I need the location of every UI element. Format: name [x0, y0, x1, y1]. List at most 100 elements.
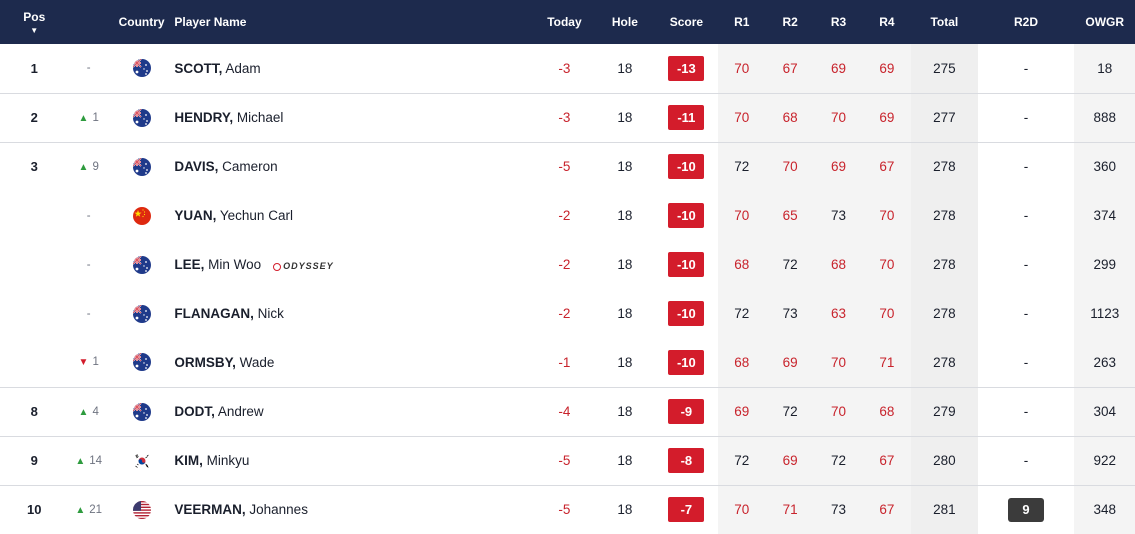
- usa-flag-icon: [132, 500, 151, 519]
- header-country[interactable]: Country: [118, 15, 165, 29]
- total-score: 277: [911, 92, 978, 142]
- r2d-cell: -: [1023, 306, 1029, 321]
- score-badge: -10: [668, 252, 705, 277]
- hole: 18: [594, 435, 656, 485]
- header-total[interactable]: Total: [930, 15, 959, 29]
- table-row[interactable]: 3 ▲ 9 DAVIS, Cameron -5 18 -10 72 70 69 67 278-360: [0, 141, 1135, 191]
- player-name[interactable]: VEERMAN, Johannes: [174, 484, 535, 534]
- round-4-score: 71: [862, 338, 912, 387]
- country-cell: [108, 386, 175, 436]
- round-4-score: 70: [862, 240, 912, 289]
- header-today[interactable]: Today: [547, 15, 582, 29]
- header-r1[interactable]: R1: [734, 15, 750, 29]
- player-name[interactable]: DAVIS, Cameron: [174, 141, 535, 191]
- round-3-score: 72: [814, 435, 863, 485]
- move-value: -: [86, 62, 91, 75]
- player-first-name: Wade: [239, 354, 275, 370]
- round-1-score: 72: [717, 141, 766, 191]
- player-name[interactable]: LEE, Min Woo ODYSSEY: [174, 240, 534, 289]
- today-score: -3: [558, 60, 571, 76]
- round-3-score: 69: [814, 44, 863, 93]
- round-2-score: 69: [766, 435, 815, 485]
- move-down-icon: ▼: [78, 357, 89, 369]
- table-row[interactable]: - FLANAGAN, Nick -2 18 -10 72 73 63 70 278 - 1123: [0, 289, 1135, 338]
- total-score: 278: [911, 240, 978, 289]
- header-player[interactable]: Player Name: [174, 15, 247, 29]
- table-row[interactable]: ▼ 1 ORMSBY, Wade -1 18 -10 68 69 70 71 278 - 263: [0, 338, 1135, 387]
- today-score: -4: [534, 386, 595, 436]
- country-cell: [109, 240, 175, 289]
- player-last-name: VEERMAN,: [174, 502, 246, 518]
- header-pos[interactable]: Pos ▼: [0, 0, 69, 44]
- player-name[interactable]: KIM, Minkyu: [174, 435, 535, 485]
- round-4-score: 69: [862, 44, 912, 93]
- sponsor-logo: ODYSSEY: [273, 261, 334, 271]
- header-r2[interactable]: R2: [782, 15, 798, 29]
- country-cell: [109, 289, 175, 338]
- score-cell: -8: [655, 435, 718, 485]
- country-cell: [109, 44, 175, 93]
- player-name[interactable]: DODT, Andrew: [174, 386, 535, 436]
- table-row[interactable]: 8 ▲ 4 DODT, Andrew -4 18 -9 69 72 70 68 279-304: [0, 386, 1135, 436]
- move-value: 1: [92, 356, 99, 369]
- score-cell: -10: [655, 240, 717, 289]
- round-3-score: 69: [814, 141, 863, 191]
- table-row[interactable]: - LEE, Min Woo ODYSSEY -2 18 -10 68 72 68 70 278-2…: [0, 240, 1135, 289]
- position-move: ▲ 9: [68, 141, 109, 191]
- table-row[interactable]: 1- SCOTT, Adam -3 18 -13 70 67 69 69 275-18: [0, 44, 1135, 93]
- position-move: -: [69, 289, 109, 338]
- score-badge: -13: [668, 55, 705, 81]
- round-2-score: 67: [766, 44, 815, 93]
- move-up-icon: ▲: [75, 455, 86, 467]
- table-row[interactable]: 2 ▲ 1 HENDRY, Michael -3 18 -11 70 68 70 69 277-888: [0, 92, 1135, 142]
- move-value: -: [86, 209, 91, 222]
- position-move: -: [69, 44, 109, 93]
- player-last-name: SCOTT,: [174, 60, 223, 76]
- header-r2d[interactable]: R2D: [1014, 15, 1039, 29]
- player-name[interactable]: SCOTT, Adam: [174, 44, 534, 93]
- score-badge: -7: [668, 497, 705, 523]
- table-row[interactable]: 9 ▲ 14 KIM, Minkyu -5 18 -8 72 69 72 67 280-922: [0, 435, 1135, 485]
- header-owgr[interactable]: OWGR: [1085, 15, 1125, 29]
- owgr-rank: 304: [1074, 386, 1135, 436]
- australia-flag-icon: [132, 304, 151, 323]
- round-1-score: 68: [717, 240, 766, 289]
- r2d-cell: -: [1023, 60, 1029, 76]
- sort-down-icon: ▼: [30, 25, 39, 35]
- position-move: -: [69, 191, 109, 240]
- header-hole[interactable]: Hole: [611, 15, 638, 29]
- player-name[interactable]: FLANAGAN, Nick: [174, 289, 534, 338]
- player-name[interactable]: HENDRY, Michael: [174, 92, 535, 142]
- round-2-score: 72: [766, 240, 815, 289]
- header-r3[interactable]: R3: [830, 15, 847, 29]
- country-cell: [108, 484, 175, 534]
- player-name[interactable]: ORMSBY, Wade: [174, 338, 534, 387]
- position-move: ▼ 1: [69, 338, 109, 387]
- country-cell: [108, 92, 175, 142]
- position-move: ▲ 14: [68, 435, 109, 485]
- position-move: ▲ 21: [68, 484, 109, 534]
- move-value: 4: [92, 405, 99, 418]
- player-last-name: YUAN,: [174, 208, 217, 223]
- header-r4[interactable]: R4: [879, 15, 895, 29]
- round-1-score: 69: [717, 386, 766, 436]
- r2d-cell: -: [977, 141, 1075, 191]
- today-score: -2: [558, 306, 571, 321]
- round-2-score: 69: [766, 338, 815, 387]
- header-score[interactable]: Score: [669, 15, 704, 29]
- hole: 18: [594, 484, 656, 534]
- round-1-score: 72: [717, 289, 766, 338]
- today-score: -5: [534, 435, 595, 485]
- position: [0, 191, 69, 240]
- player-name[interactable]: YUAN, Yechun Carl: [174, 191, 534, 240]
- hole: 18: [594, 141, 656, 191]
- player-last-name: LEE,: [174, 257, 205, 272]
- table-row[interactable]: - YUAN, Yechun Carl -2 18 -10 70 65 73 70 278-374: [0, 191, 1135, 240]
- table-row[interactable]: 10 ▲ 21 VEERMAN, Johannes -5 18 -7 70 71 73 67 281 9…: [0, 484, 1135, 534]
- score-cell: -13: [655, 44, 717, 93]
- total-score: 280: [911, 435, 978, 485]
- total-score: 278: [911, 141, 978, 191]
- owgr-rank: 888: [1074, 92, 1135, 142]
- owgr-rank: 263: [1074, 338, 1135, 387]
- player-first-name: Andrew: [217, 404, 264, 419]
